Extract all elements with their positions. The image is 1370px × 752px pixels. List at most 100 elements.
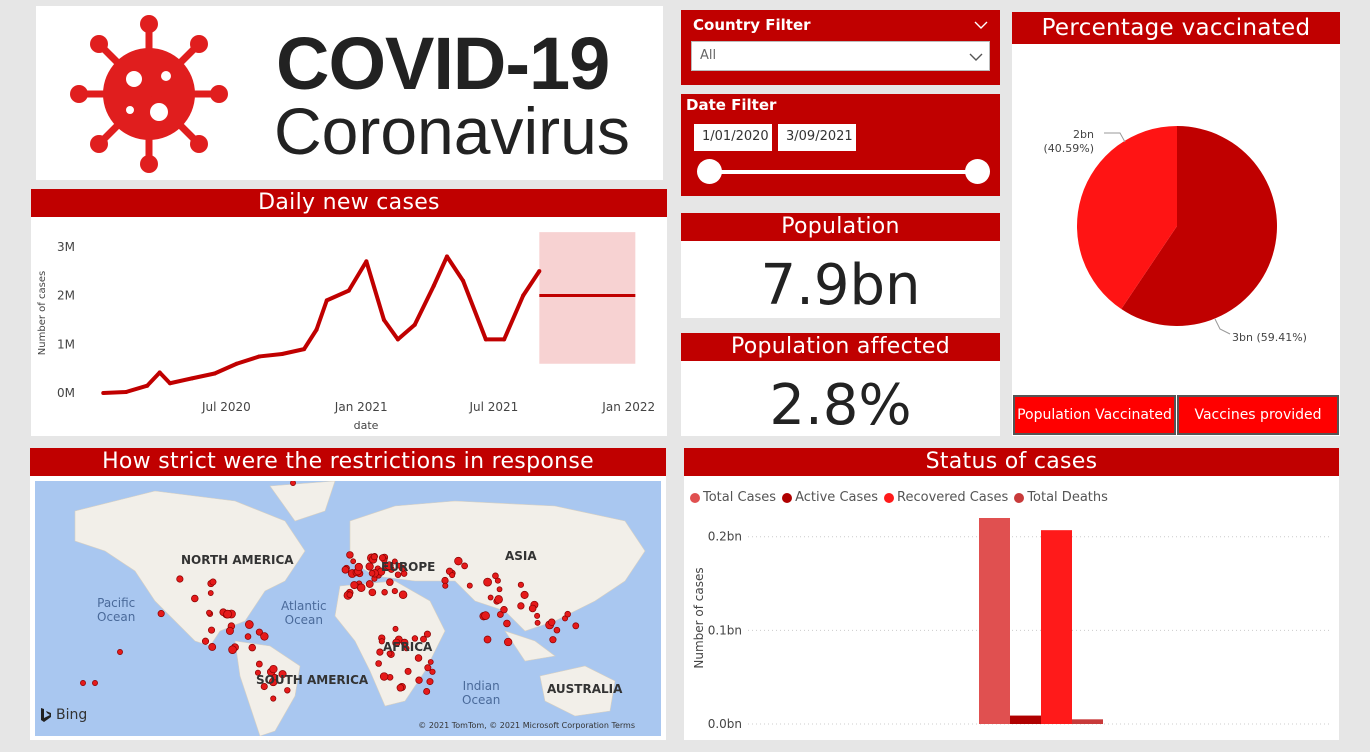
map-dot — [254, 669, 261, 676]
legend-dot — [884, 492, 895, 503]
map-dot — [350, 581, 359, 590]
map-dot — [423, 630, 431, 638]
map-dot — [414, 654, 423, 662]
map-dot — [356, 583, 366, 592]
map-dot — [368, 588, 377, 597]
pie-leader-line — [1104, 132, 1126, 143]
daily-cases-point — [234, 361, 239, 366]
start-date-input[interactable]: 1/01/2020 — [694, 124, 772, 151]
legend-item[interactable]: Recovered Cases — [884, 490, 1008, 505]
legend-item[interactable]: Total Cases — [690, 490, 776, 505]
status-title: Status of cases — [684, 448, 1339, 476]
y-tick-label: 0M — [57, 386, 75, 400]
legend-item[interactable]: Active Cases — [782, 490, 878, 505]
map-dot — [503, 637, 513, 647]
map-dot — [404, 667, 412, 675]
chevron-down-icon[interactable] — [974, 20, 988, 30]
x-tick-label: Jan 2022 — [601, 400, 655, 414]
map-dot — [423, 688, 431, 695]
date-slider-end-handle[interactable] — [965, 159, 990, 184]
legend-dot — [782, 492, 793, 503]
y-axis-label: Number of cases — [37, 271, 48, 355]
map-dot — [395, 562, 402, 569]
map-dot — [449, 572, 456, 579]
map-dot — [520, 590, 529, 599]
legend-label: Total Cases — [703, 490, 777, 505]
map-dot — [248, 643, 256, 652]
end-date-input[interactable]: 3/09/2021 — [778, 124, 856, 151]
map-panel: How strict were the restrictions in resp… — [30, 448, 666, 740]
map-dot — [278, 670, 287, 679]
y-tick-label: 2M — [57, 289, 75, 303]
tab-population-vaccinated[interactable]: Population Vaccinated — [1013, 395, 1176, 435]
x-tick-label: Jan 2021 — [334, 400, 388, 414]
map-dot — [429, 668, 436, 675]
map-dot — [441, 576, 449, 585]
vaccinated-panel: Percentage vaccinated 3bn (59.41%) 2bn (40… — [1012, 12, 1340, 436]
map-dot — [392, 638, 401, 647]
map-dot — [411, 635, 419, 642]
daily-cases-panel: Daily new cases 0M 1M 2M 3M Jul 2020 Jan 2021… — [31, 189, 667, 436]
map-dot — [496, 586, 503, 593]
map-dot — [176, 575, 184, 583]
map-dot — [207, 590, 214, 596]
vaccinated-pie-chart: 3bn (59.41%) 2bn(40.59%) — [1043, 126, 1307, 344]
map-dot — [424, 664, 432, 672]
tab-vaccines-provided[interactable]: Vaccines provided — [1177, 395, 1339, 435]
legend-dot — [690, 492, 700, 503]
map-dot — [269, 664, 278, 674]
daily-cases-point — [145, 383, 150, 388]
map-dot — [553, 626, 561, 634]
daily-cases-point — [461, 278, 466, 283]
map-dot — [191, 594, 199, 603]
map-dot — [384, 561, 394, 571]
status-bar — [1041, 530, 1072, 724]
map-dot — [483, 577, 492, 587]
affected-value: 2.8% — [769, 373, 912, 438]
y-tick-label: 0.1bn — [708, 623, 742, 637]
daily-cases-point — [444, 254, 449, 259]
map-dot — [517, 581, 524, 588]
daily-cases-point — [346, 288, 351, 293]
daily-cases-point — [123, 390, 128, 395]
legend-item[interactable]: Total Deaths — [1014, 490, 1108, 505]
daily-cases-point — [257, 354, 262, 359]
map-dot — [350, 558, 357, 565]
daily-cases-point — [302, 347, 307, 352]
y-tick-label: 0.2bn — [708, 530, 742, 544]
map-dot — [483, 635, 492, 644]
map-dot — [365, 562, 374, 571]
map-dot — [208, 626, 216, 634]
map-label-atlantic: Atlantic Ocean — [281, 599, 327, 627]
virus-icon — [70, 15, 228, 173]
x-tick-label: Jul 2020 — [201, 400, 251, 414]
legend-label: Total Deaths — [1027, 490, 1108, 505]
map-dot — [368, 570, 376, 577]
map-dot — [354, 562, 363, 572]
map-dot — [487, 594, 494, 601]
pie-leader-line — [1214, 318, 1231, 335]
date-slider-start-handle[interactable] — [697, 159, 722, 184]
date-filter-panel: Date Filter 1/01/2020 3/09/2021 — [681, 94, 1000, 196]
logo-subtitle: Coronavirus — [274, 94, 630, 168]
map-dot — [341, 566, 350, 574]
daily-cases-point — [502, 337, 507, 342]
world-map[interactable]: NORTH AMERICA EUROPE ASIA AFRICA SOUTH A… — [35, 481, 661, 736]
pie-slice-label: 2bn — [1073, 128, 1094, 141]
map-dot — [415, 676, 423, 684]
date-slider-track — [707, 170, 977, 174]
map-dot — [244, 633, 252, 640]
map-dot — [117, 649, 123, 655]
population-title: Population — [681, 213, 1000, 241]
map-dot — [370, 553, 378, 561]
map-dot — [534, 612, 541, 619]
map-dot — [375, 660, 382, 667]
map-dot — [392, 625, 399, 632]
country-dropdown[interactable]: All — [691, 41, 990, 71]
map-attribution[interactable]: © 2021 TomTom, © 2021 Microsoft Corporat… — [418, 721, 635, 730]
population-card: Population 7.9bn — [681, 213, 1000, 318]
map-dot — [398, 590, 408, 600]
map-dot — [346, 591, 354, 598]
map-dot — [92, 680, 98, 686]
map-dot — [572, 622, 580, 630]
